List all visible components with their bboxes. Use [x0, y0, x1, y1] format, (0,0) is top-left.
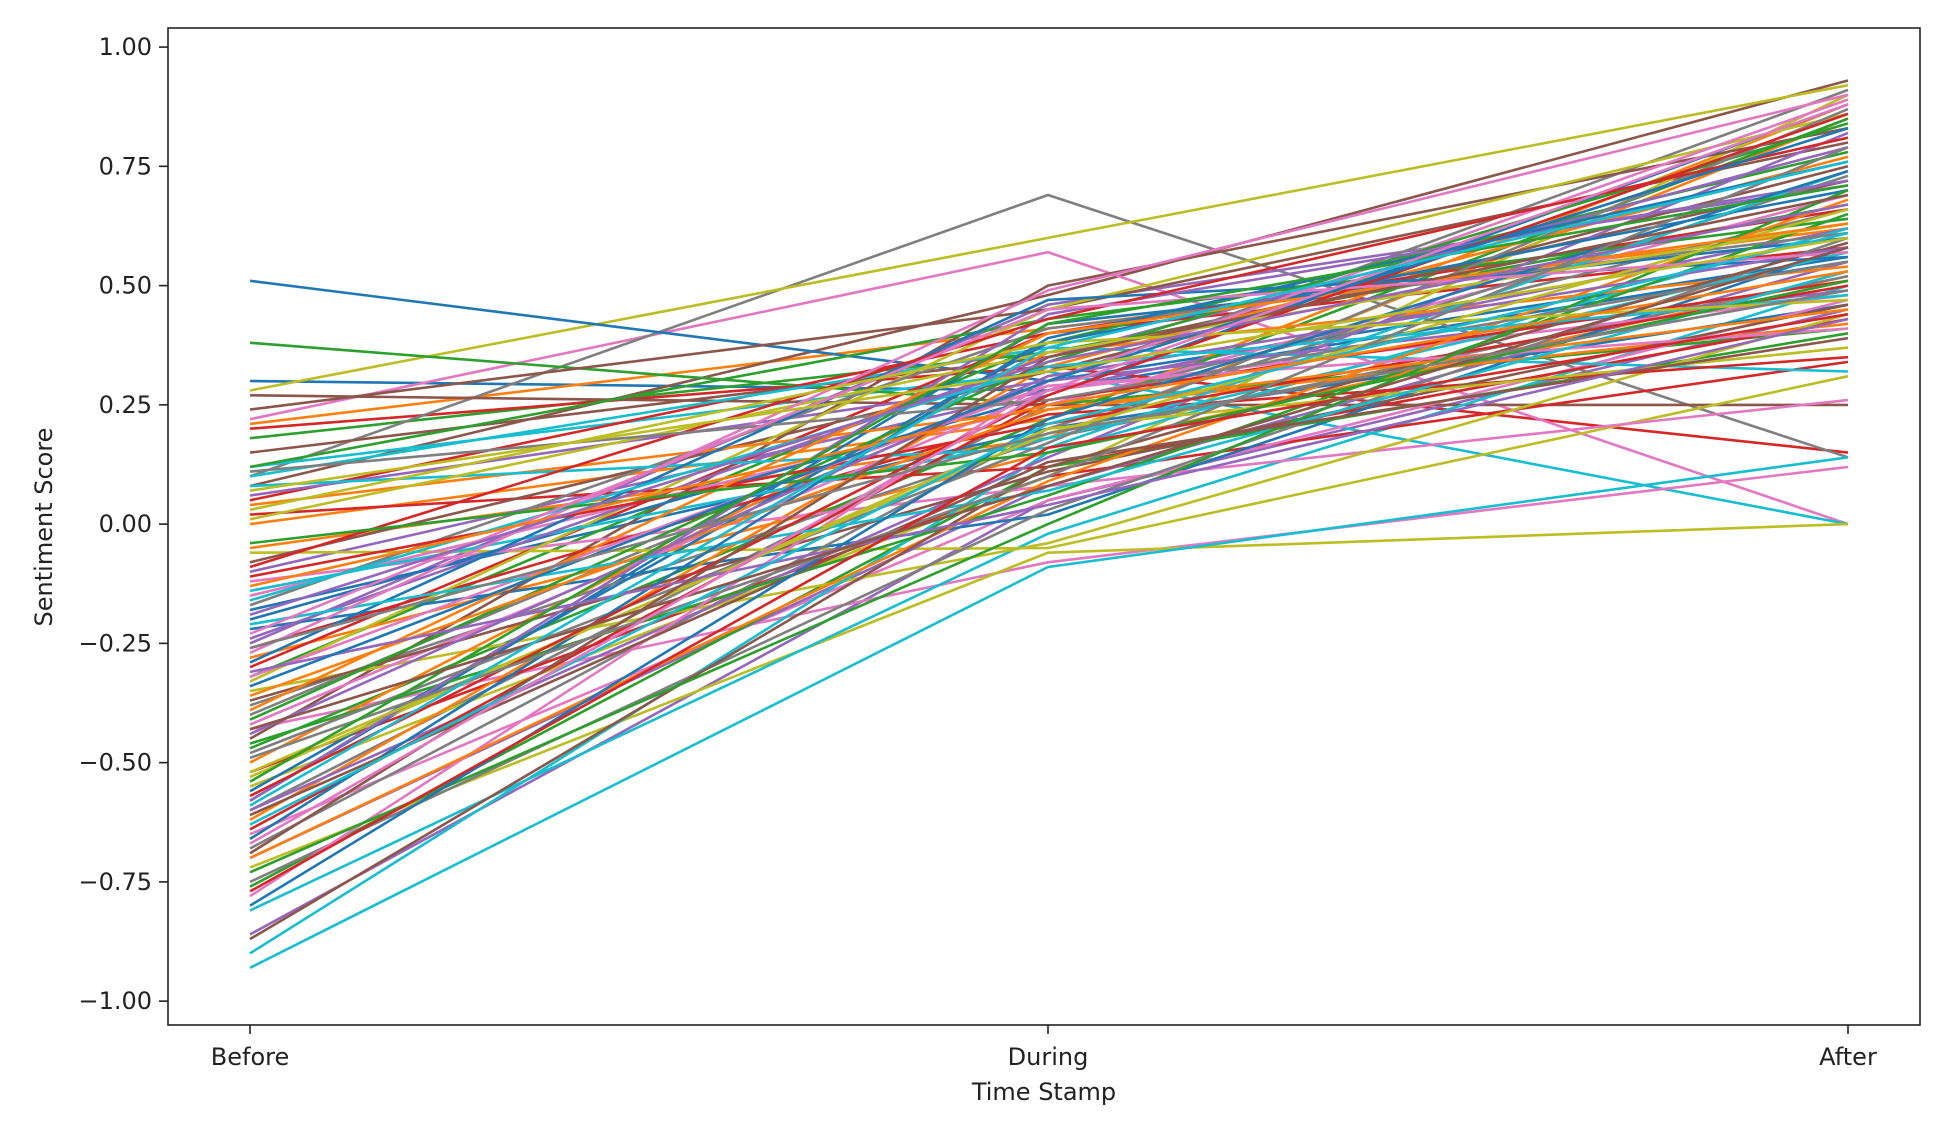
series-line-95: [249, 317, 1849, 674]
series-line-83: [249, 189, 1849, 874]
series-line-108: [249, 289, 1849, 650]
x-tick-label: During: [1008, 1043, 1089, 1071]
series-line-100: [249, 231, 1849, 826]
series-line-6: [249, 79, 1849, 488]
y-tick-label: −0.75: [78, 868, 152, 896]
series-line-103: [249, 184, 1849, 783]
series-line-66: [249, 303, 1849, 702]
series-line-8: [249, 193, 1849, 478]
series-line-75: [249, 179, 1849, 802]
series-line-104: [249, 312, 1849, 893]
y-tick-label: 0.00: [99, 510, 152, 538]
y-tick-label: −0.50: [78, 749, 152, 777]
series-line-80: [249, 270, 1849, 626]
series-line-86: [249, 336, 1849, 817]
plot-frame: [167, 27, 1921, 1026]
series-line-96: [249, 193, 1849, 855]
series-line-76: [249, 241, 1849, 941]
series-line-69: [249, 346, 1849, 779]
series-line-29: [249, 374, 1849, 554]
series-line-101: [249, 126, 1849, 688]
series-line-3: [249, 203, 1849, 440]
series-line-102: [249, 270, 1849, 588]
series-line-41: [249, 246, 1849, 631]
series-line-30: [249, 456, 1849, 969]
series-line-9: [249, 83, 1849, 392]
series-line-58: [249, 236, 1849, 884]
series-line-54: [249, 355, 1849, 650]
x-tick-label: Before: [211, 1043, 289, 1071]
series-line-72: [249, 198, 1849, 860]
y-tick-label: 0.75: [99, 152, 152, 180]
series-line-85: [249, 246, 1849, 736]
y-axis-title: Sentiment Score: [30, 428, 58, 627]
series-line-87: [249, 93, 1849, 655]
series-line-82: [249, 308, 1849, 698]
y-tick-label: 0.25: [99, 391, 152, 419]
series-line-110: [249, 160, 1849, 807]
series-layer: [249, 79, 1849, 969]
series-line-19: [249, 522, 1849, 869]
series-line-99: [249, 298, 1849, 512]
series-line-109: [249, 236, 1849, 492]
series-line-81: [249, 160, 1849, 841]
x-axis-title: Time Stamp: [971, 1078, 1116, 1106]
series-line-94: [249, 112, 1849, 798]
y-tick-label: −1.00: [78, 987, 152, 1015]
series-line-90: [249, 293, 1849, 602]
series-line-46: [249, 126, 1849, 740]
series-line-84: [249, 136, 1849, 569]
y-tick-label: 1.00: [99, 33, 152, 61]
y-axis: −1.00 −0.75 −0.50 −0.25 0.00 0.25 0.50 0.75 1.00: [78, 33, 168, 1015]
series-line-88: [249, 260, 1849, 473]
x-axis: Before During After: [211, 1025, 1877, 1071]
series-line-106: [249, 246, 1849, 731]
series-line-27: [249, 298, 1849, 836]
x-tick-label: After: [1819, 1043, 1877, 1071]
y-tick-label: 0.50: [99, 272, 152, 300]
series-line-79: [249, 222, 1849, 521]
y-tick-label: −0.25: [78, 629, 152, 657]
series-line-105: [249, 203, 1849, 617]
series-line-107: [249, 103, 1849, 845]
